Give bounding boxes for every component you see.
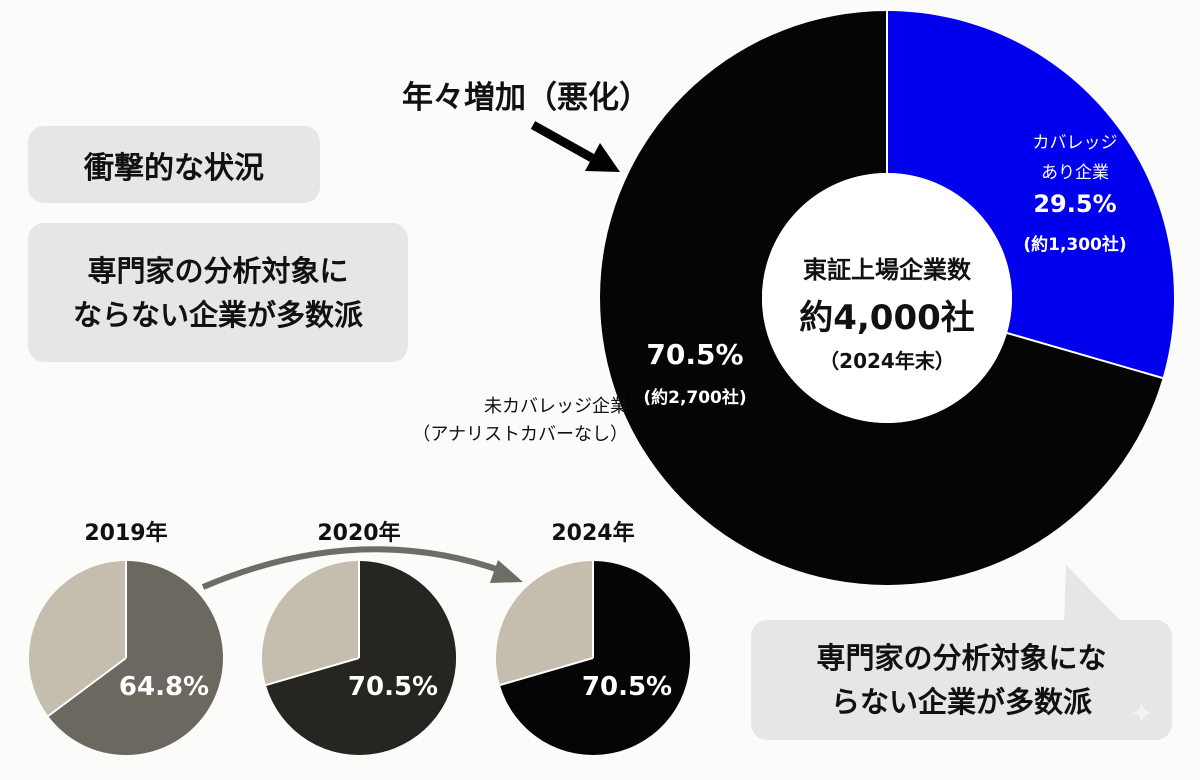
callout-tail (1064, 565, 1122, 622)
pie-2020-percent: 70.5% (347, 672, 439, 702)
uncovered-label-line-1: 未カバレッジ企業 (484, 396, 628, 417)
covered-label-line-2: あり企業 (1041, 163, 1109, 183)
sparkle-icon: ✦ (1130, 697, 1154, 730)
pie-2019-percent: 64.8% (118, 672, 210, 702)
summary-line-1: 専門家の分析対象に (87, 253, 349, 288)
uncovered-count: (約2,700社) (643, 388, 747, 408)
pie-2024 (496, 561, 691, 755)
covered-label-line-1: カバレッジ (1032, 133, 1118, 153)
trend-annotation-label: 年々増加（悪化） (402, 80, 650, 116)
donut-center-count: 約4,000社 (799, 298, 975, 338)
timeline-arrow-icon (201, 546, 523, 590)
donut-slice-uncovered (600, 11, 1163, 585)
pie-2024-percent: 70.5% (581, 672, 673, 702)
coverage-donut-chart (600, 11, 1175, 585)
summary-box: 専門家の分析対象に ならない企業が多数派 (28, 223, 408, 362)
pie-2019 (29, 561, 223, 755)
covered-percent: 29.5% (1033, 190, 1117, 218)
uncovered-percent: 70.5% (646, 338, 744, 371)
arrow-down-right-icon (530, 121, 620, 172)
headline-text: 衝撃的な状況 (84, 150, 264, 186)
callout-line-2: らない企業が多数派 (830, 685, 1092, 719)
uncovered-label-line-2: （アナリストカバーなし） (412, 424, 628, 445)
donut-slice-covered (887, 11, 1175, 379)
callout-bubble: 専門家の分析対象にな らない企業が多数派 (751, 620, 1172, 740)
pie-2020 (262, 561, 457, 755)
year-label-2019: 2019年 (84, 521, 168, 546)
summary-line-2: ならない企業が多数派 (72, 297, 363, 332)
covered-count: (約1,300社) (1023, 235, 1127, 255)
headline-box: 衝撃的な状況 (28, 126, 320, 203)
donut-center-title: 東証上場企業数 (803, 256, 971, 284)
callout-line-1: 専門家の分析対象にな (816, 641, 1107, 675)
year-label-2020: 2020年 (317, 521, 401, 546)
donut-center-note: （2024年末） (819, 349, 955, 373)
year-label-2024: 2024年 (551, 521, 635, 546)
